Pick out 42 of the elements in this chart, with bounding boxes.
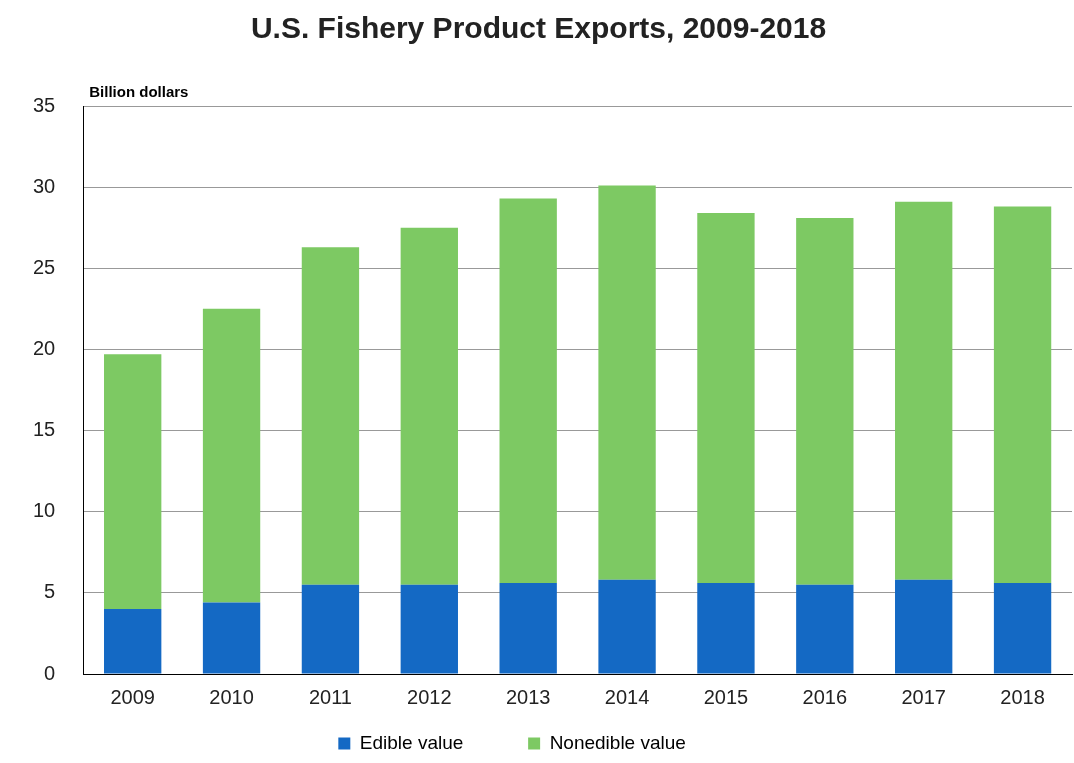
- chart-title: U.S. Fishery Product Exports, 2009-2018: [250, 11, 827, 45]
- y-tick-label: 5: [44, 580, 56, 603]
- x-tick-label: 2009: [110, 685, 155, 708]
- bar: [400, 227, 458, 585]
- bar: [301, 584, 360, 674]
- x-tick-label: 2018: [1000, 685, 1045, 708]
- y-tick-label: 20: [33, 336, 56, 359]
- y-tick-label: 25: [33, 255, 56, 278]
- bar: [895, 201, 953, 580]
- bar: [697, 583, 755, 674]
- bar: [993, 583, 1052, 674]
- bar: [697, 213, 755, 584]
- bar: [796, 217, 854, 585]
- x-tick-label: 2010: [209, 685, 254, 708]
- x-tick-label: 2017: [901, 685, 946, 708]
- x-tick-label: 2013: [505, 685, 551, 708]
- bar: [202, 308, 261, 603]
- bar: [202, 602, 261, 674]
- bar: [598, 579, 656, 674]
- x-tick-label: 2012: [407, 685, 452, 708]
- bar: [301, 247, 360, 585]
- y-tick-label: 0: [44, 661, 56, 684]
- x-tick-label: 2016: [802, 685, 848, 708]
- y-tick-label: 30: [33, 174, 56, 197]
- bar: [598, 185, 656, 580]
- x-tick-label: 2015: [703, 685, 749, 708]
- x-tick-label: 2014: [604, 685, 650, 708]
- y-axis-title: Billion dollars: [89, 82, 189, 100]
- bar: [104, 354, 162, 610]
- legend-label: Edible value: [359, 731, 517, 753]
- bar: [499, 198, 557, 584]
- bar: [499, 583, 557, 674]
- bar: [400, 584, 458, 674]
- y-tick-label: 35: [33, 93, 56, 116]
- legend-label: Nonedible value: [549, 731, 739, 753]
- bar: [104, 609, 162, 674]
- bar: [993, 206, 1052, 584]
- y-tick-label: 10: [33, 499, 56, 522]
- x-tick-label: 2011: [308, 685, 352, 708]
- bar: [796, 584, 854, 674]
- bar: [895, 579, 953, 674]
- y-tick-label: 15: [33, 418, 56, 441]
